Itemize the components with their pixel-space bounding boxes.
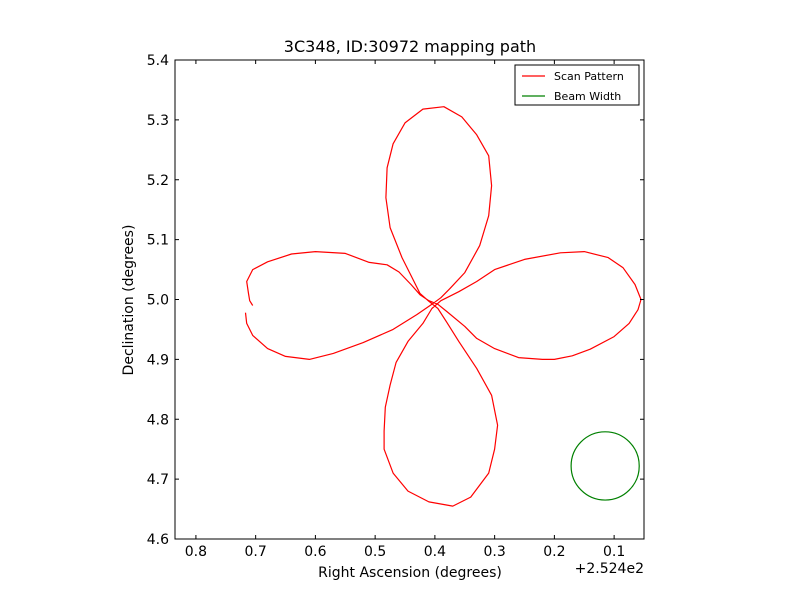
legend-box xyxy=(514,64,640,106)
y-tick-label: 5.4 xyxy=(147,53,169,69)
plot-area xyxy=(174,59,645,540)
plot-frame xyxy=(174,59,645,540)
y-tick-label: 4.6 xyxy=(147,532,169,548)
legend: Scan Pattern Beam Width xyxy=(514,64,640,106)
series-scan-pattern-line xyxy=(244,106,642,507)
y-tick-label: 5.0 xyxy=(147,293,169,309)
y-tick-label: 5.1 xyxy=(147,233,169,249)
x-tick-label: 0.2 xyxy=(543,544,565,560)
y-tick-label: 4.8 xyxy=(147,412,169,428)
x-tick-label: 0.5 xyxy=(364,544,386,560)
x-tick-label: 0.3 xyxy=(484,544,506,560)
legend-label-beam-width: Beam Width xyxy=(554,90,621,103)
y-tick-label: 4.7 xyxy=(147,472,169,488)
x-axis-ticks: 0.8 0.7 0.6 0.5 0.4 0.3 0.2 0.1 xyxy=(185,60,625,560)
x-axis-label: Right Ascension (degrees) xyxy=(318,565,502,581)
x-tick-label: 0.4 xyxy=(424,544,446,560)
y-tick-label: 5.3 xyxy=(147,113,169,129)
x-tick-label: 0.1 xyxy=(603,544,625,560)
legend-label-scan-pattern: Scan Pattern xyxy=(554,70,624,83)
x-tick-label: 0.8 xyxy=(185,544,207,560)
x-axis-offset-label: +2.524e2 xyxy=(575,561,644,577)
y-axis-label: Declination (degrees) xyxy=(121,225,137,376)
y-tick-label: 4.9 xyxy=(147,352,169,368)
x-tick-label: 0.7 xyxy=(245,544,267,560)
series-beam-width-circle xyxy=(570,431,640,501)
x-tick-label: 0.6 xyxy=(304,544,326,560)
y-axis-ticks: 4.6 4.7 4.8 4.9 5.0 5.1 5.2 5.3 5.4 xyxy=(147,53,644,548)
chart-title: 3C348, ID:30972 mapping path xyxy=(284,37,536,56)
y-tick-label: 5.2 xyxy=(147,173,169,189)
